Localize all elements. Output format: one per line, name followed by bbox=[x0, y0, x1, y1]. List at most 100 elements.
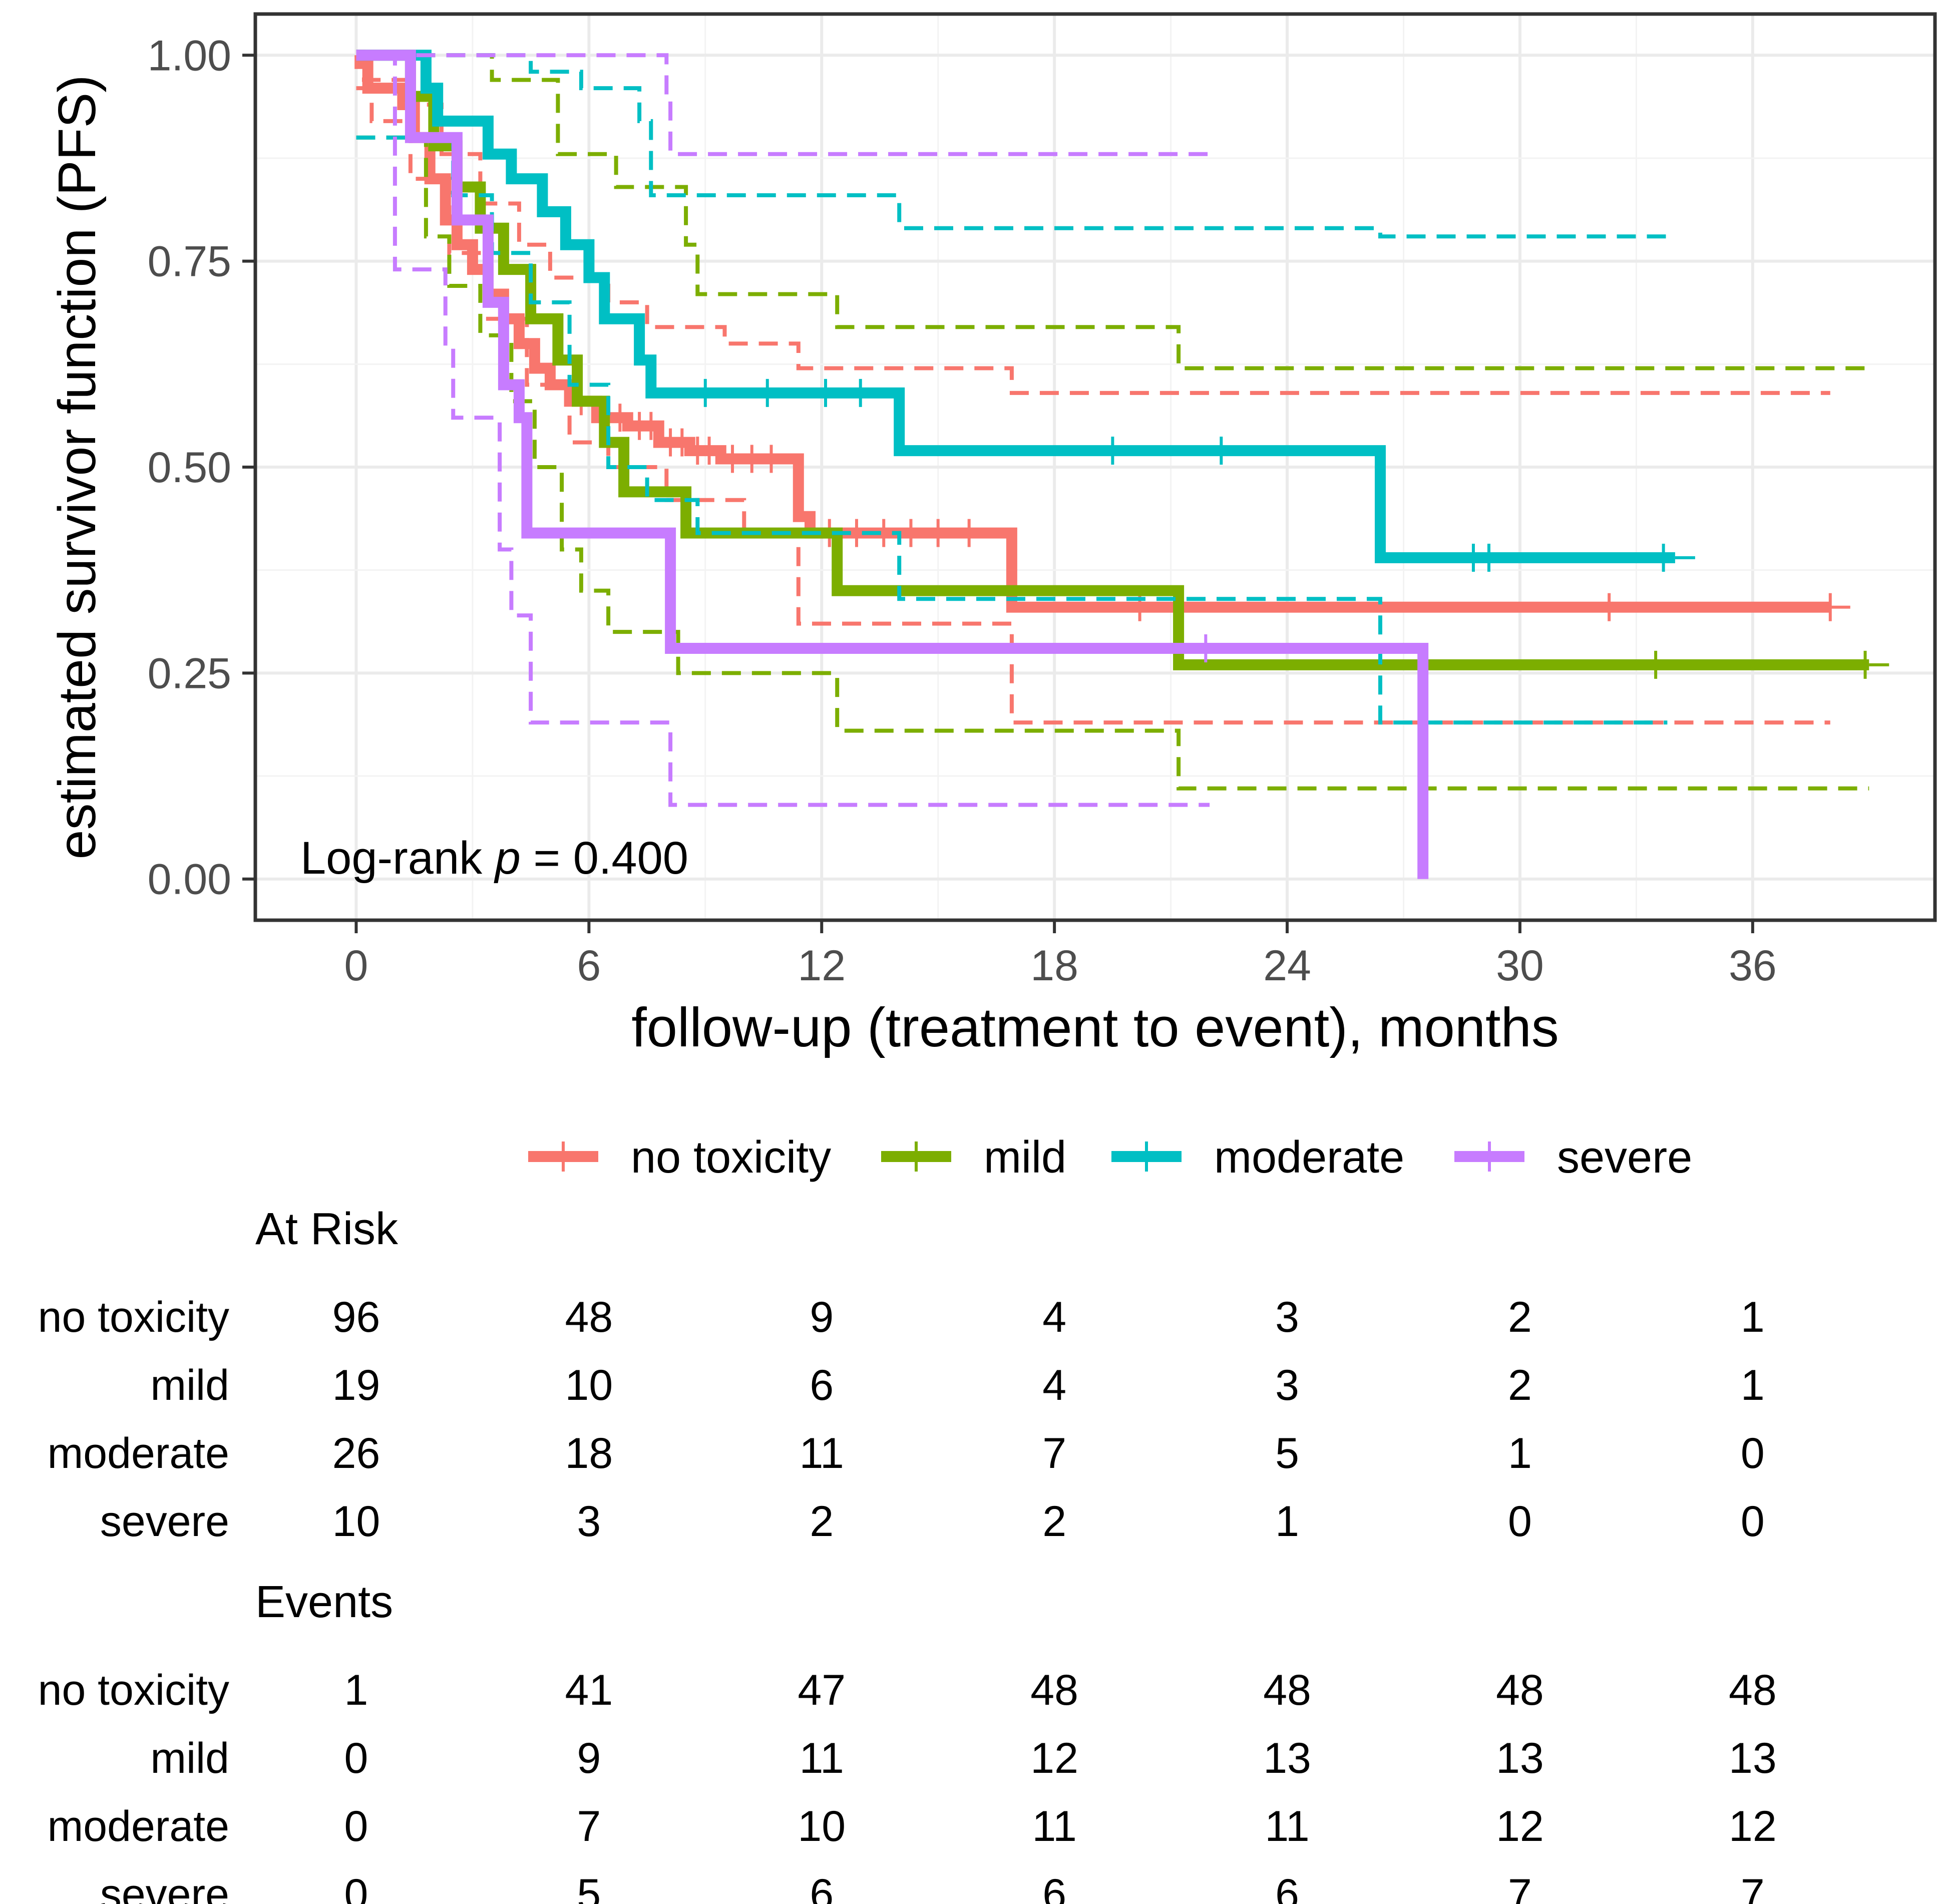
legend-item-moderate: moderate bbox=[1111, 1132, 1404, 1183]
annotation-p-symbol: p bbox=[494, 833, 521, 884]
table-cell: 6 bbox=[810, 1870, 834, 1904]
log-rank-annotation: Log-rank p = 0.400 bbox=[300, 833, 688, 884]
survival-curves bbox=[354, 50, 1889, 879]
table-cell: 11 bbox=[800, 1734, 844, 1782]
table-cell: 0 bbox=[1741, 1497, 1765, 1546]
table-cell: 7 bbox=[1741, 1870, 1765, 1904]
ci-lower-moderate bbox=[356, 135, 1668, 725]
table-row: severe 10 3 2 2 1 0 0 bbox=[100, 1497, 1765, 1546]
table-row: no toxicity 1 41 47 48 48 48 48 bbox=[38, 1666, 1777, 1714]
curve-moderate bbox=[356, 50, 1675, 563]
table-row-label: severe bbox=[100, 1497, 229, 1546]
table-cell: 1 bbox=[344, 1666, 368, 1714]
series-severe bbox=[356, 50, 1429, 879]
legend-item-severe: severe bbox=[1454, 1132, 1692, 1183]
table-row: severe 0 5 6 6 6 7 7 bbox=[100, 1870, 1765, 1904]
ci-upper-mild bbox=[356, 53, 1869, 370]
y-tick-label: 0.25 bbox=[148, 649, 231, 697]
table-cell: 0 bbox=[1508, 1497, 1532, 1546]
annotation-value: = 0.400 bbox=[521, 833, 688, 884]
table-cell: 11 bbox=[1265, 1802, 1309, 1850]
x-tick-label: 18 bbox=[1030, 942, 1078, 990]
table-row-label: severe bbox=[100, 1870, 229, 1904]
table-cell: 12 bbox=[1496, 1802, 1544, 1850]
table-cell: 1 bbox=[1741, 1361, 1765, 1409]
table-cell: 3 bbox=[577, 1497, 601, 1546]
table-cell: 2 bbox=[1508, 1293, 1532, 1341]
table-cell: 12 bbox=[1729, 1802, 1777, 1850]
legend-label-no-toxicity: no toxicity bbox=[631, 1132, 831, 1183]
table-cell: 9 bbox=[810, 1293, 834, 1341]
table-cell: 0 bbox=[344, 1870, 368, 1904]
table-cell: 2 bbox=[1508, 1361, 1532, 1409]
table-row-label: moderate bbox=[48, 1429, 229, 1477]
table-cell: 7 bbox=[1508, 1870, 1532, 1904]
table-row: mild 0 9 11 12 13 13 13 bbox=[150, 1734, 1776, 1782]
table-cell: 2 bbox=[1042, 1497, 1066, 1546]
table-cell: 4 bbox=[1042, 1293, 1066, 1341]
table-cell: 96 bbox=[332, 1293, 380, 1341]
table-cell: 6 bbox=[810, 1361, 834, 1409]
series-mild bbox=[356, 50, 1889, 791]
table-cell: 26 bbox=[332, 1429, 380, 1477]
table-row: mild 19 10 6 4 3 2 1 bbox=[150, 1361, 1764, 1409]
table-row-label: mild bbox=[150, 1734, 229, 1782]
table-cell: 5 bbox=[577, 1870, 601, 1904]
ci-lower-severe bbox=[356, 53, 1210, 807]
table-cell: 12 bbox=[1030, 1734, 1078, 1782]
x-tick-label: 6 bbox=[577, 942, 601, 990]
table-cell: 1 bbox=[1741, 1293, 1765, 1341]
curve-mild bbox=[356, 50, 1869, 670]
x-tick-label: 0 bbox=[344, 942, 368, 990]
table-cell: 2 bbox=[810, 1497, 834, 1546]
table-events: Events no toxicity 1 41 47 48 48 48 48 mild 0 9 11 12… bbox=[38, 1577, 1777, 1904]
table-cell: 19 bbox=[332, 1361, 380, 1409]
axes: 0.00 0.25 0.50 0.75 1.00 0 6 12 18 24 30 36 follow-u… bbox=[48, 32, 1777, 1058]
table-row: moderate 26 18 11 7 5 1 0 bbox=[48, 1429, 1765, 1477]
x-tick-label: 36 bbox=[1729, 942, 1777, 990]
table-cell: 3 bbox=[1275, 1293, 1299, 1341]
table-title-events: Events bbox=[255, 1577, 393, 1627]
table-cell: 48 bbox=[1030, 1666, 1078, 1714]
curve-severe bbox=[356, 50, 1429, 879]
table-cell: 41 bbox=[565, 1666, 613, 1714]
table-cell: 47 bbox=[798, 1666, 846, 1714]
table-row-label: mild bbox=[150, 1361, 229, 1409]
table-cell: 5 bbox=[1275, 1429, 1299, 1477]
table-cell: 10 bbox=[798, 1802, 846, 1850]
table-cell: 48 bbox=[565, 1293, 613, 1341]
table-cell: 4 bbox=[1042, 1361, 1066, 1409]
x-tick-label: 30 bbox=[1496, 942, 1544, 990]
annotation-prefix: Log-rank bbox=[300, 833, 495, 884]
legend: no toxicity mild moderate severe bbox=[528, 1132, 1692, 1183]
y-tick-label: 0.50 bbox=[148, 444, 231, 492]
table-cell: 6 bbox=[1275, 1870, 1299, 1904]
x-axis-title: follow-up (treatment to event), months bbox=[631, 997, 1559, 1058]
table-cell: 10 bbox=[565, 1361, 613, 1409]
table-cell: 13 bbox=[1496, 1734, 1544, 1782]
table-cell: 18 bbox=[565, 1429, 613, 1477]
y-tick-label: 0.00 bbox=[148, 856, 231, 904]
series-moderate bbox=[356, 50, 1695, 725]
legend-label-mild: mild bbox=[984, 1132, 1066, 1183]
ci-lower-mild bbox=[356, 135, 1869, 791]
table-cell: 48 bbox=[1496, 1666, 1544, 1714]
ci-upper-moderate bbox=[356, 53, 1675, 239]
y-axis-title: estimated survivor function (PFS) bbox=[48, 75, 107, 860]
table-cell: 11 bbox=[1032, 1802, 1077, 1850]
table-cell: 0 bbox=[344, 1802, 368, 1850]
legend-item-no-toxicity: no toxicity bbox=[528, 1132, 831, 1183]
table-cell: 13 bbox=[1729, 1734, 1777, 1782]
x-tick-label: 24 bbox=[1263, 942, 1311, 990]
table-cell: 7 bbox=[1042, 1429, 1066, 1477]
table-cell: 48 bbox=[1263, 1666, 1311, 1714]
table-cell: 9 bbox=[577, 1734, 601, 1782]
table-cell: 1 bbox=[1275, 1497, 1299, 1546]
table-cell: 1 bbox=[1508, 1429, 1532, 1477]
plot-area: 0.00 0.25 0.50 0.75 1.00 0 6 12 18 24 30 36 follow-u… bbox=[48, 12, 1937, 1058]
table-cell: 11 bbox=[800, 1429, 844, 1477]
table-cell: 3 bbox=[1275, 1361, 1299, 1409]
